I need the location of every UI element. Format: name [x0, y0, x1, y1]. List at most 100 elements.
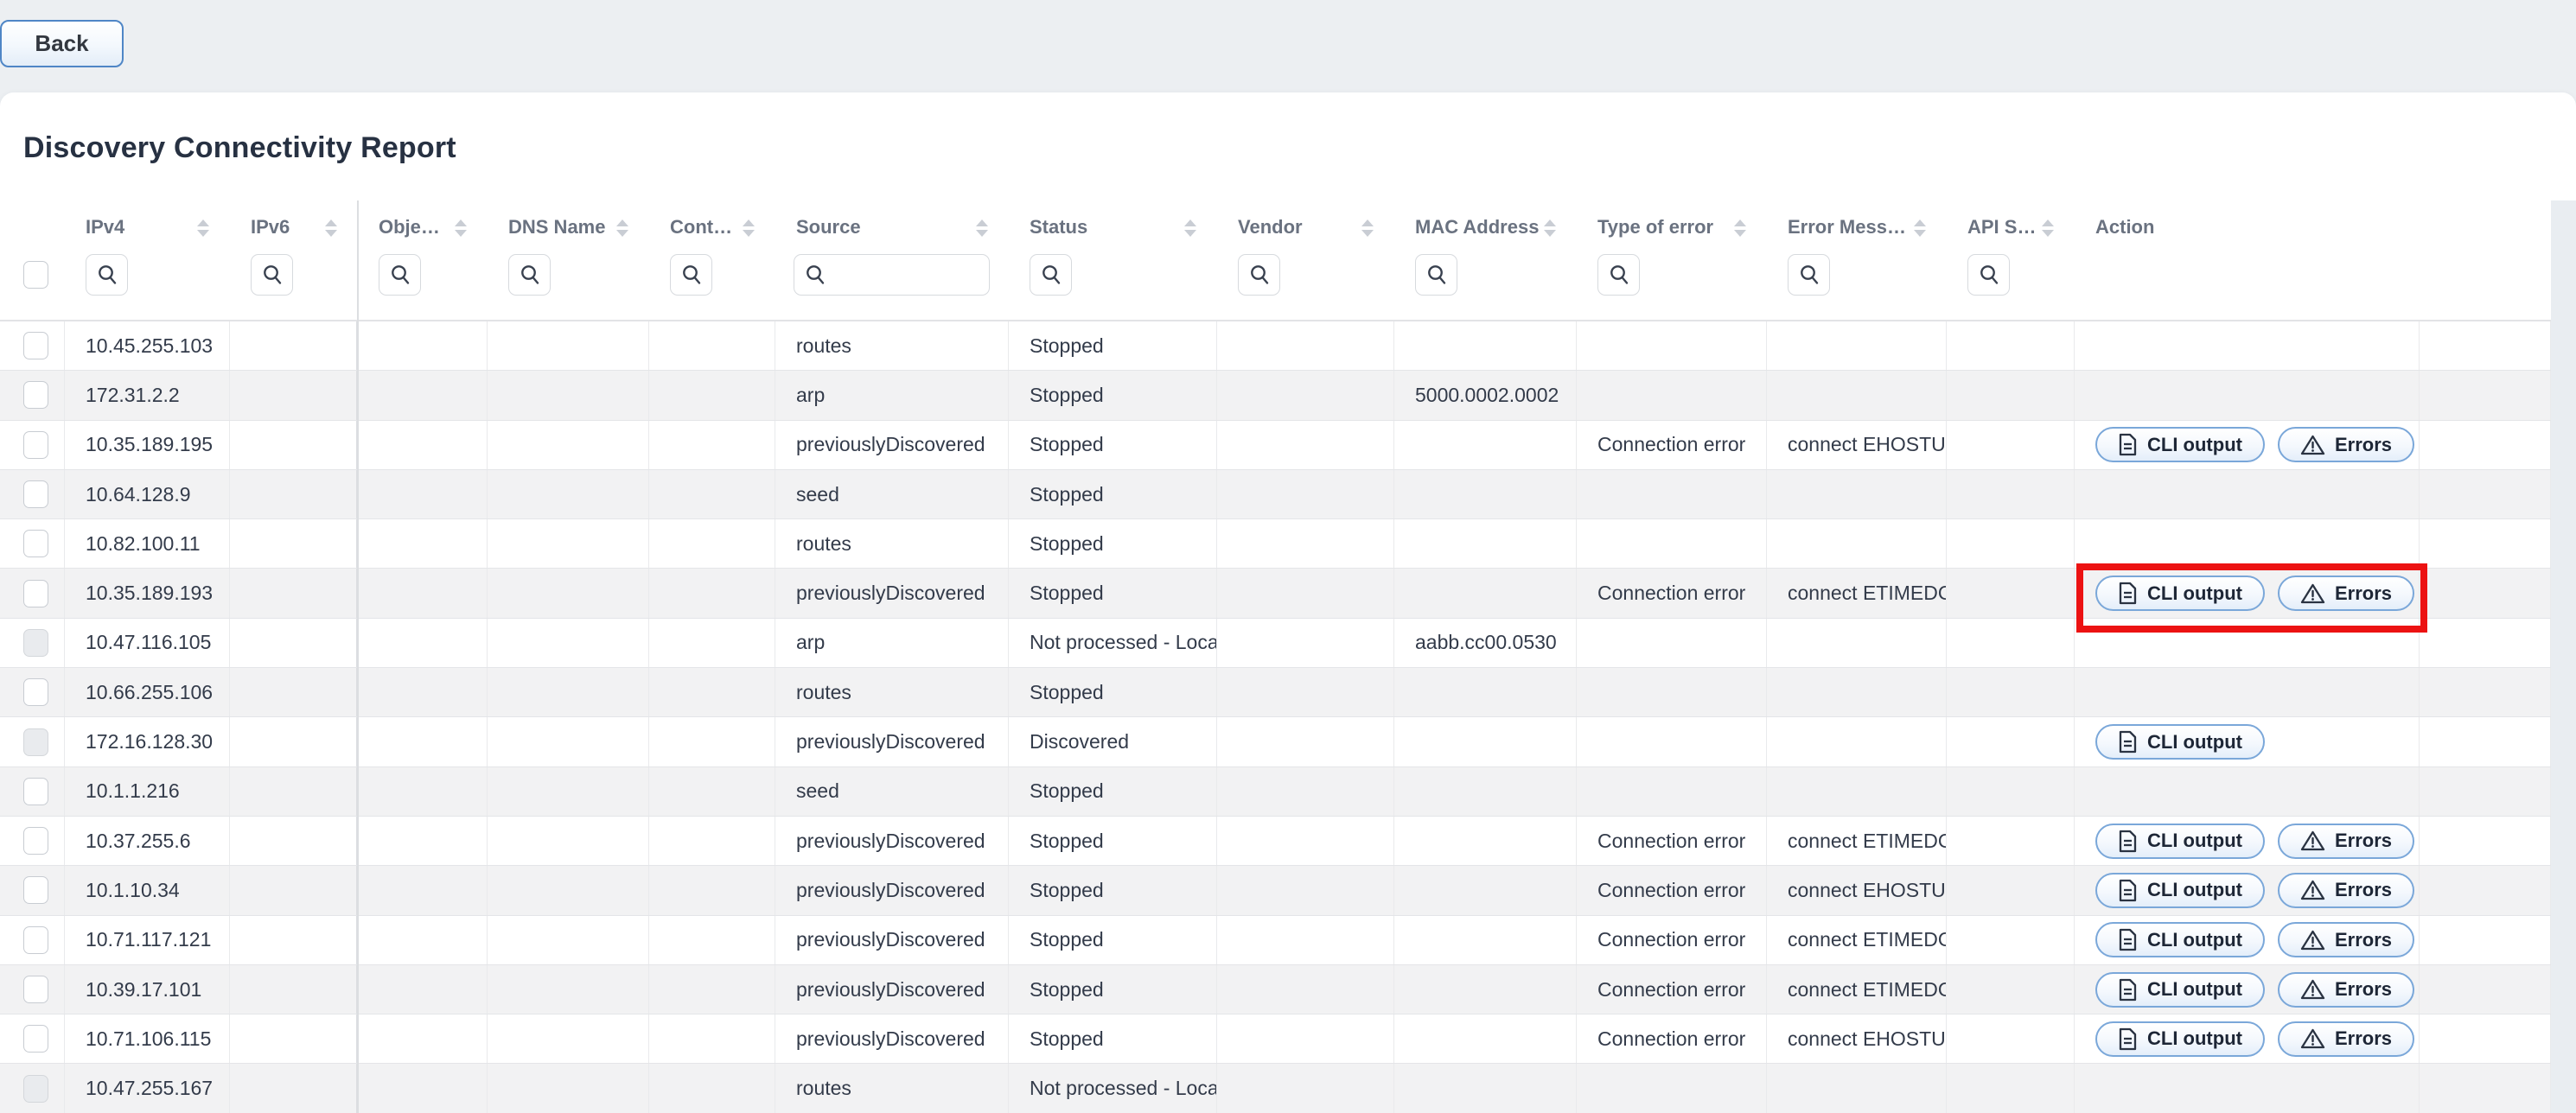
action-button-label: Errors: [2334, 830, 2393, 852]
errors-button[interactable]: Errors: [2277, 823, 2415, 859]
row-checkbox[interactable]: [23, 1025, 48, 1053]
sort-icon[interactable]: [325, 219, 337, 237]
cell-text-source: previouslyDiscovered: [796, 433, 985, 456]
cell-error_message: [1767, 519, 1947, 569]
search-input-api_s[interactable]: [1967, 254, 2010, 296]
column-header-api_s: API S…: [1947, 200, 2075, 320]
cli-output-button[interactable]: CLI output: [2095, 427, 2265, 463]
cell-text-source: previouslyDiscovered: [796, 878, 985, 901]
search-input-vendor[interactable]: [1238, 254, 1280, 296]
row-checkbox[interactable]: [23, 976, 48, 1003]
cell-type_of_error: [1577, 766, 1767, 816]
cell-object: [358, 964, 488, 1014]
cell-checkbox: [0, 668, 65, 717]
row-checkbox[interactable]: [23, 678, 48, 707]
row-checkbox[interactable]: [23, 827, 48, 855]
row-checkbox[interactable]: [23, 777, 48, 805]
sort-icon[interactable]: [976, 219, 988, 237]
row-checkbox[interactable]: [23, 332, 48, 360]
sort-icon[interactable]: [616, 219, 628, 237]
cell-checkbox: [0, 321, 65, 371]
sort-icon[interactable]: [743, 219, 755, 237]
cell-action: CLI output Errors: [2075, 420, 2420, 469]
cell-ipv6: [230, 717, 358, 766]
cell-type_of_error: [1577, 1064, 1767, 1113]
cell-source: previouslyDiscovered: [775, 816, 1009, 866]
cell-dns_name: [488, 469, 649, 519]
row-checkbox[interactable]: [23, 925, 48, 954]
search-input-mac[interactable]: [1415, 254, 1457, 296]
cell-api_s: [1947, 717, 2075, 766]
search-input-object[interactable]: [379, 254, 421, 296]
search-input-dns_name[interactable]: [508, 254, 551, 296]
sort-icon[interactable]: [1734, 219, 1746, 237]
search-input-source[interactable]: [794, 254, 990, 296]
sort-icon[interactable]: [455, 219, 467, 237]
search-icon: [1251, 264, 1269, 284]
errors-button[interactable]: Errors: [2277, 971, 2415, 1008]
cell-ipv6: [230, 915, 358, 964]
table-row: 172.31.2.2 arp Stopped 5000.0002.0002: [0, 371, 2551, 421]
sort-icon[interactable]: [1361, 219, 1374, 237]
sort-icon[interactable]: [1914, 219, 1926, 237]
cell-text-source: previouslyDiscovered: [796, 829, 985, 852]
cell-text-source: previouslyDiscovered: [796, 582, 985, 605]
row-checkbox[interactable]: [23, 530, 48, 558]
cell-dns_name: [488, 569, 649, 618]
row-checkbox[interactable]: [23, 381, 48, 410]
cell-context: [649, 816, 775, 866]
cli-output-button[interactable]: CLI output: [2095, 724, 2265, 760]
document-icon: [2119, 879, 2137, 902]
column-label-object: Obje…: [379, 216, 440, 238]
cell-api_s: [1947, 1064, 2075, 1113]
document-icon: [2119, 582, 2137, 605]
column-label-ipv6: IPv6: [251, 216, 290, 238]
search-input-type_of_error[interactable]: [1597, 254, 1640, 296]
errors-button[interactable]: Errors: [2277, 872, 2415, 908]
cell-text-ipv4: 10.66.255.106: [86, 680, 214, 703]
cell-object: [358, 1014, 488, 1064]
cell-mac: aabb.cc00.0530: [1394, 618, 1577, 668]
cell-api_s: [1947, 569, 2075, 618]
search-input-context[interactable]: [670, 254, 712, 296]
cli-output-button[interactable]: CLI output: [2095, 823, 2265, 859]
row-checkbox[interactable]: [23, 430, 48, 459]
cell-object: [358, 618, 488, 668]
errors-button[interactable]: Errors: [2277, 576, 2415, 612]
cell-text-ipv4: 10.35.189.193: [86, 582, 214, 605]
back-button[interactable]: Back: [0, 20, 124, 67]
errors-button[interactable]: Errors: [2277, 1021, 2415, 1057]
table-row: 10.37.255.6 previouslyDiscovered Stopped Co…: [0, 816, 2551, 867]
cell-action: [2075, 766, 2420, 816]
search-input-error_message[interactable]: [1788, 254, 1830, 296]
search-input-status[interactable]: [1030, 254, 1072, 296]
cli-output-button[interactable]: CLI output: [2095, 872, 2265, 908]
cli-output-button[interactable]: CLI output: [2095, 922, 2265, 958]
row-checkbox[interactable]: [23, 876, 48, 905]
action-button-label: CLI output: [2147, 730, 2242, 753]
sort-icon[interactable]: [1184, 219, 1196, 237]
row-checkbox[interactable]: [23, 579, 48, 607]
row-checkbox[interactable]: [23, 480, 48, 509]
cell-context: [649, 618, 775, 668]
cell-dns_name: [488, 618, 649, 668]
errors-button[interactable]: Errors: [2277, 922, 2415, 958]
sort-icon[interactable]: [1544, 219, 1556, 237]
cell-vendor: [1217, 569, 1394, 618]
scrollbar-gutter[interactable]: [2551, 200, 2576, 1113]
cli-output-button[interactable]: CLI output: [2095, 971, 2265, 1008]
sort-icon[interactable]: [197, 219, 209, 237]
cli-output-button[interactable]: CLI output: [2095, 1021, 2265, 1057]
cell-api_s: [1947, 519, 2075, 569]
search-input-ipv6[interactable]: [251, 254, 293, 296]
errors-button[interactable]: Errors: [2277, 427, 2415, 463]
cell-source: previouslyDiscovered: [775, 717, 1009, 766]
cell-dns_name: [488, 321, 649, 371]
cell-object: [358, 816, 488, 866]
cell-text-type_of_error: Connection error: [1597, 928, 1746, 951]
sort-icon[interactable]: [2042, 219, 2054, 237]
select-all-checkbox[interactable]: [23, 261, 48, 289]
cli-output-button[interactable]: CLI output: [2095, 576, 2265, 612]
cell-text-type_of_error: Connection error: [1597, 582, 1746, 605]
search-input-ipv4[interactable]: [86, 254, 128, 296]
